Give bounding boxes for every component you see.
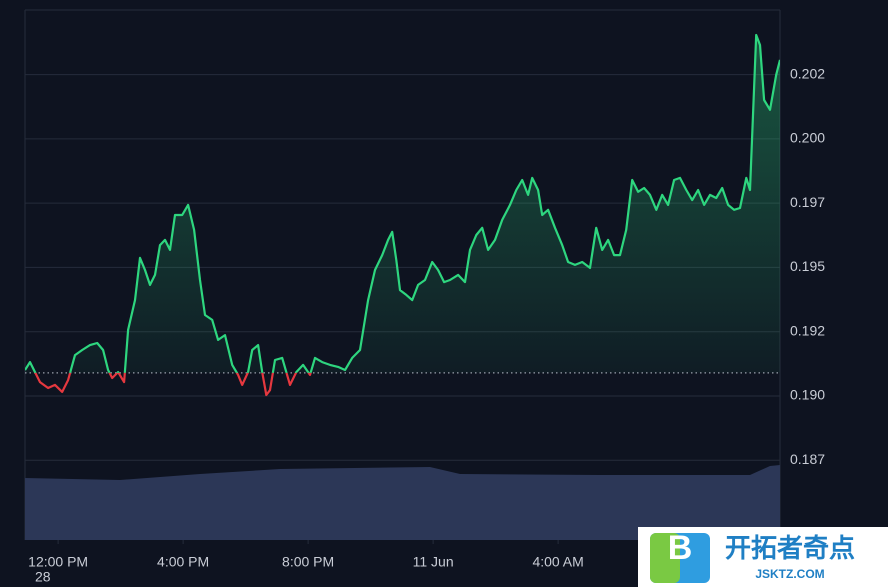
y-tick-label: 0.195 — [790, 258, 825, 274]
x-tick-label: 11 Jun — [413, 554, 454, 570]
y-tick-label: 0.187 — [790, 451, 825, 467]
volume-band — [25, 465, 780, 540]
y-tick-label: 0.192 — [790, 322, 825, 338]
watermark-name: 开拓者奇点 — [725, 533, 855, 563]
area-up — [25, 35, 780, 373]
y-tick-label: 0.202 — [790, 65, 825, 81]
footnote: 28 — [35, 569, 51, 585]
watermark-site: JSKTZ.COM — [755, 567, 824, 581]
x-tick-label: 4:00 AM — [532, 554, 583, 570]
x-tick-label: 12:00 PM — [28, 554, 88, 570]
watermark: B 开拓者奇点 JSKTZ.COM — [638, 527, 888, 587]
y-tick-label: 0.190 — [790, 387, 825, 403]
x-tick-label: 4:00 PM — [157, 554, 209, 570]
price-line-up — [25, 33, 780, 373]
x-tick-label: 8:00 PM — [282, 554, 334, 570]
watermark-logo-bg2 — [650, 533, 680, 583]
y-tick-label: 0.197 — [790, 194, 825, 210]
y-tick-label: 0.200 — [790, 130, 825, 146]
watermark-logo: B — [668, 529, 693, 567]
